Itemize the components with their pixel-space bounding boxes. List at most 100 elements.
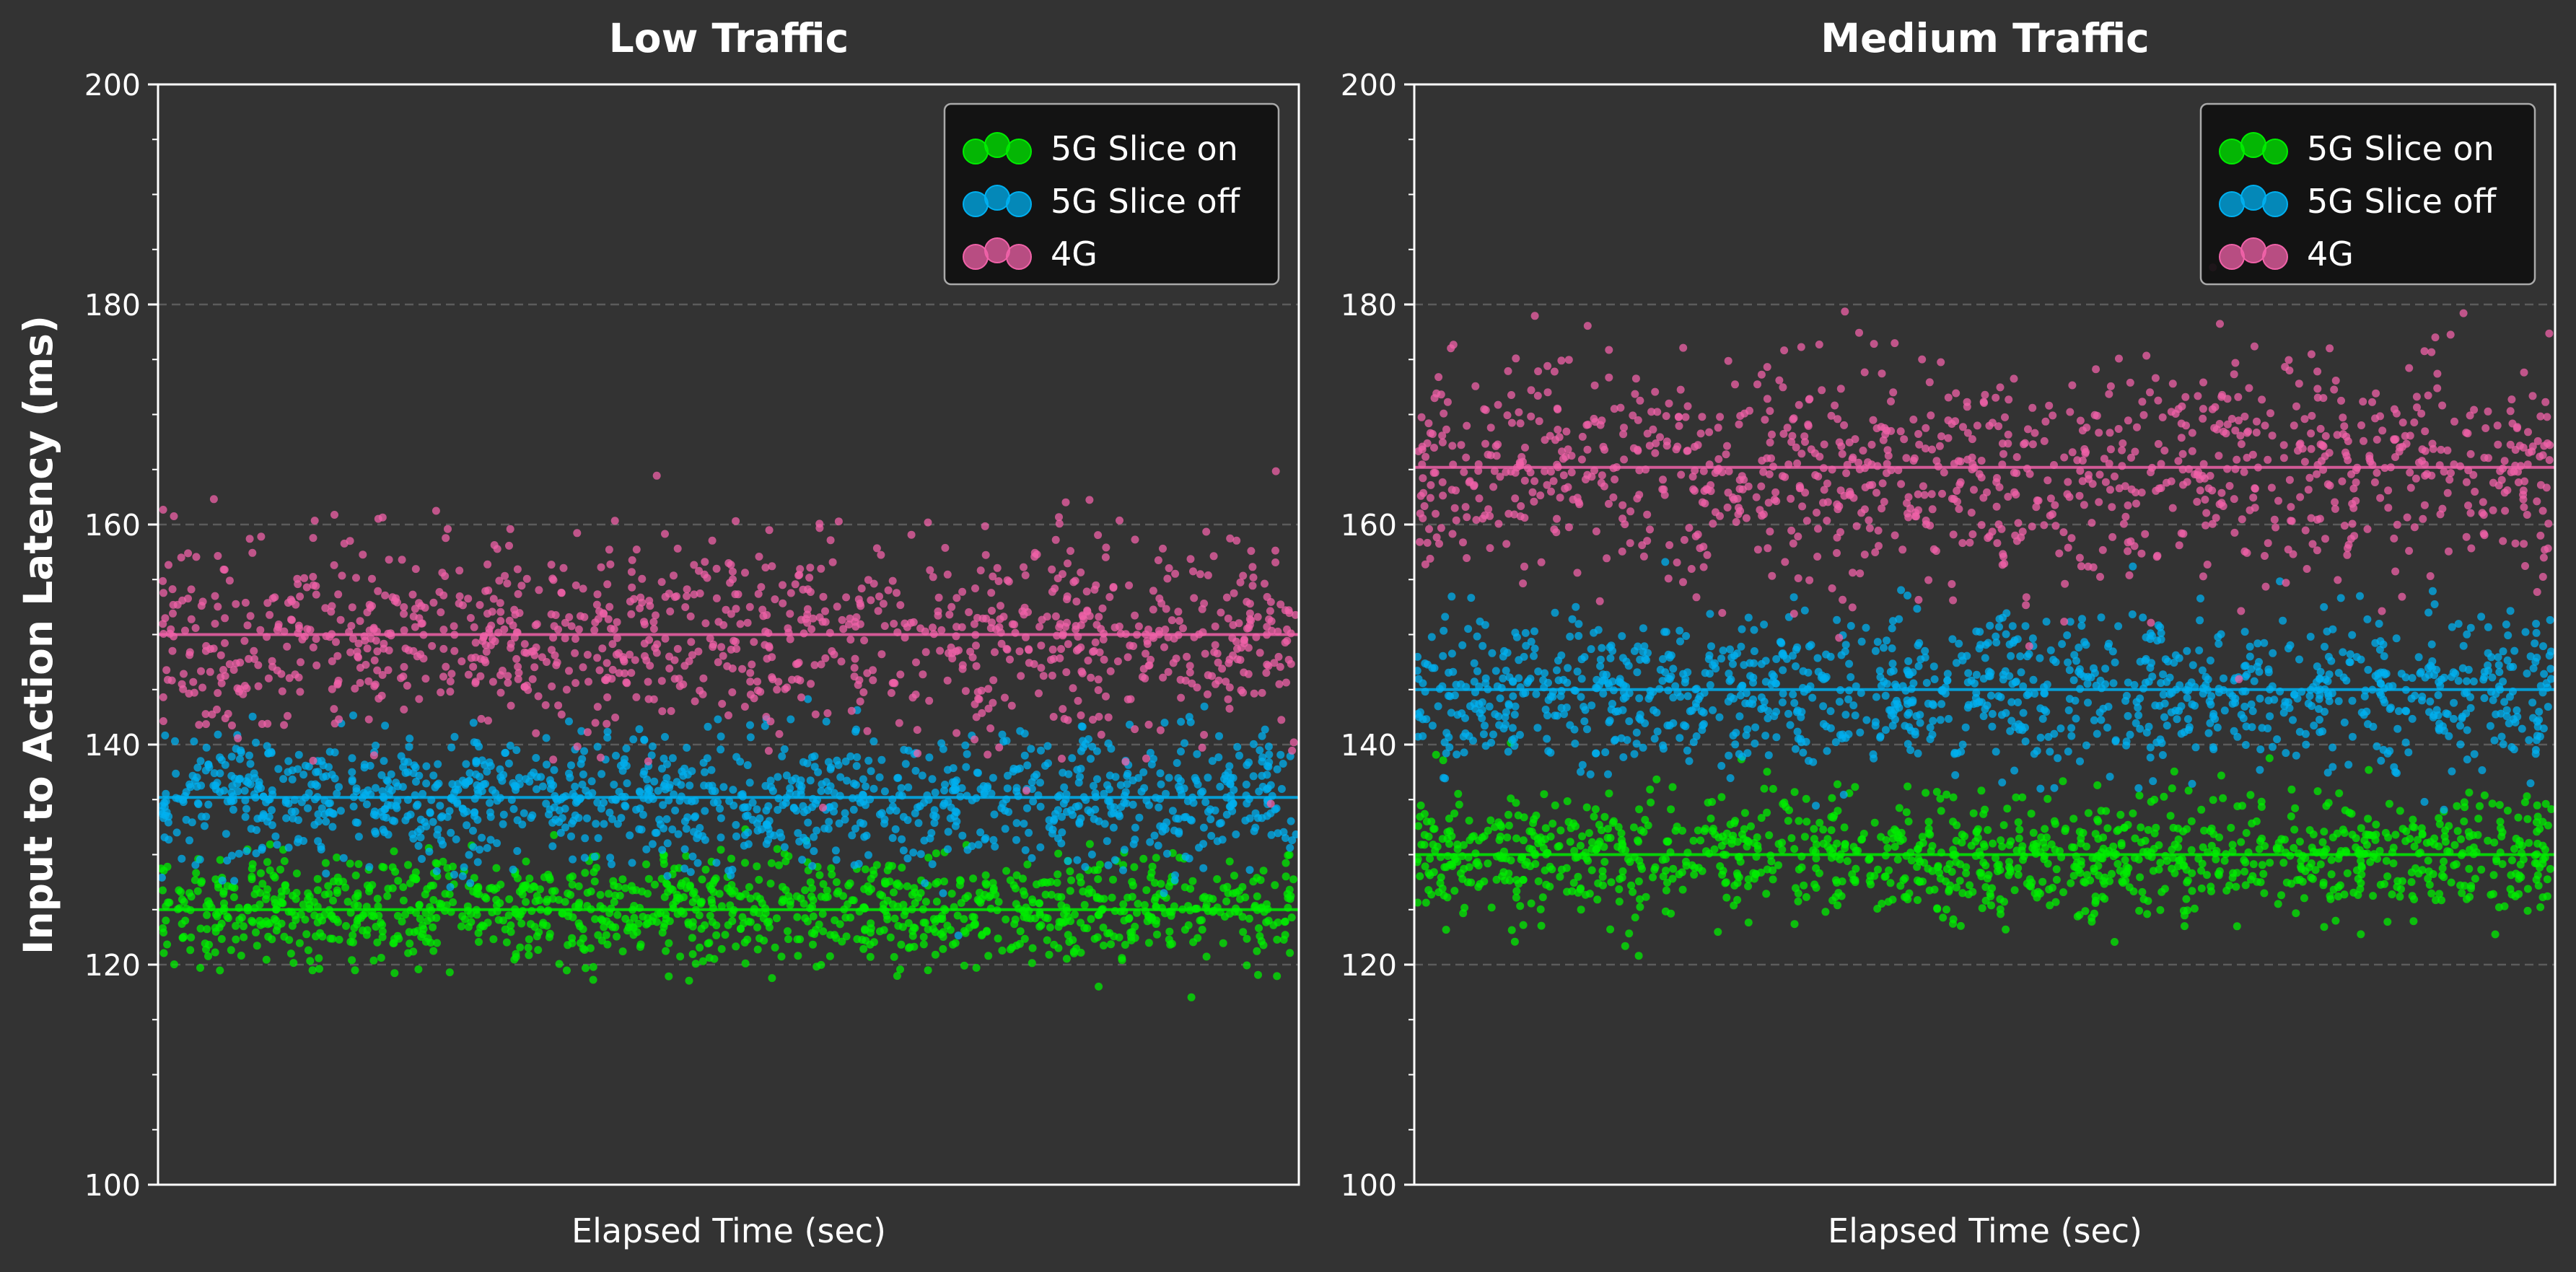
scatter-point [667, 707, 675, 715]
scatter-point [604, 615, 613, 623]
scatter-point [161, 614, 170, 623]
scatter-point [377, 771, 386, 779]
scatter-point [525, 874, 534, 883]
scatter-point [364, 715, 373, 724]
scatter-point [701, 865, 710, 874]
scatter-point [655, 815, 664, 824]
scatter-point [195, 721, 203, 729]
scatter-point [158, 802, 167, 810]
scatter-point [543, 921, 551, 930]
scatter-point [810, 763, 819, 771]
scatter-point [904, 918, 913, 927]
scatter-point [869, 666, 877, 675]
scatter-point [746, 721, 754, 729]
scatter-point [795, 837, 804, 846]
scatter-point [682, 825, 691, 833]
scatter-point [815, 920, 823, 929]
scatter-point [443, 864, 452, 872]
scatter-point [1258, 688, 1266, 697]
scatter-point [644, 874, 653, 883]
scatter-point [1117, 803, 1126, 811]
scatter-point [1636, 903, 1644, 911]
scatter-point [2156, 905, 2165, 914]
scatter-point [495, 576, 504, 585]
scatter-point [1072, 597, 1081, 606]
scatter-point [1142, 649, 1149, 658]
scatter-point [1055, 519, 1064, 528]
scatter-point [509, 804, 518, 813]
y-axis-label: Input to Action Latency (ms) [15, 315, 61, 955]
scatter-point [1002, 915, 1010, 924]
scatter-point [824, 758, 833, 766]
scatter-point [2091, 892, 2100, 901]
scatter-point [2417, 824, 2426, 833]
scatter-point [741, 830, 749, 839]
scatter-point [2460, 798, 2468, 807]
scatter-point [628, 556, 636, 564]
scatter-point [566, 890, 575, 899]
scatter-point [2502, 706, 2511, 714]
scatter-point [1617, 835, 1626, 844]
scatter-point [2173, 715, 2181, 724]
scatter-point [2076, 869, 2085, 877]
scatter-point [1251, 809, 1260, 817]
scatter-point [2292, 909, 2300, 918]
scatter-point [2090, 909, 2098, 918]
scatter-point [439, 644, 448, 653]
scatter-point [302, 583, 311, 592]
scatter-point [192, 869, 201, 877]
scatter-point [1259, 867, 1268, 875]
scatter-point [1028, 944, 1037, 952]
scatter-point [517, 582, 526, 590]
legend-marker-dot [1006, 191, 1032, 217]
scatter-point [1213, 875, 1222, 883]
scatter-point [2375, 620, 2383, 628]
scatter-point [793, 675, 802, 683]
scatter-point [1606, 833, 1615, 842]
scatter-point [317, 804, 326, 812]
scatter-point [1815, 818, 1824, 827]
scatter-point [1604, 770, 1612, 778]
scatter-point [2409, 815, 2417, 824]
scatter-point [339, 854, 348, 862]
scatter-point [1769, 875, 1777, 884]
scatter-point [596, 890, 605, 899]
scatter-point [432, 867, 441, 875]
scatter-point [809, 940, 817, 949]
scatter-point [738, 913, 747, 921]
scatter-point [1110, 803, 1118, 812]
scatter-point [1237, 644, 1245, 652]
scatter-point [766, 776, 775, 785]
scatter-point [527, 920, 535, 929]
scatter-point [374, 587, 382, 595]
scatter-point [434, 825, 442, 834]
scatter-point [1175, 829, 1183, 838]
scatter-point [273, 841, 281, 849]
scatter-point [842, 932, 851, 941]
scatter-point [578, 780, 587, 789]
panel-1-xlabel: Elapsed Time (sec) [571, 1211, 886, 1250]
scatter-point [678, 879, 686, 887]
scatter-point [2002, 630, 2010, 639]
scatter-point [256, 626, 265, 634]
scatter-point [591, 618, 600, 627]
scatter-point [773, 685, 781, 694]
scatter-point [773, 845, 781, 854]
scatter-point [1652, 775, 1661, 784]
scatter-point [2051, 820, 2059, 828]
scatter-point [368, 881, 377, 890]
scatter-point [268, 806, 276, 815]
scatter-point [1611, 735, 1620, 744]
scatter-point [2214, 871, 2223, 880]
scatter-point [876, 890, 885, 899]
scatter-point [680, 845, 689, 854]
scatter-point [524, 944, 533, 952]
scatter-point [1727, 839, 1736, 848]
scatter-point [2082, 842, 2090, 851]
scatter-point [325, 747, 334, 756]
scatter-point [1143, 636, 1152, 645]
scatter-point [2036, 654, 2044, 662]
scatter-point [211, 948, 219, 957]
scatter-point [846, 636, 855, 644]
scatter-point [445, 807, 454, 815]
